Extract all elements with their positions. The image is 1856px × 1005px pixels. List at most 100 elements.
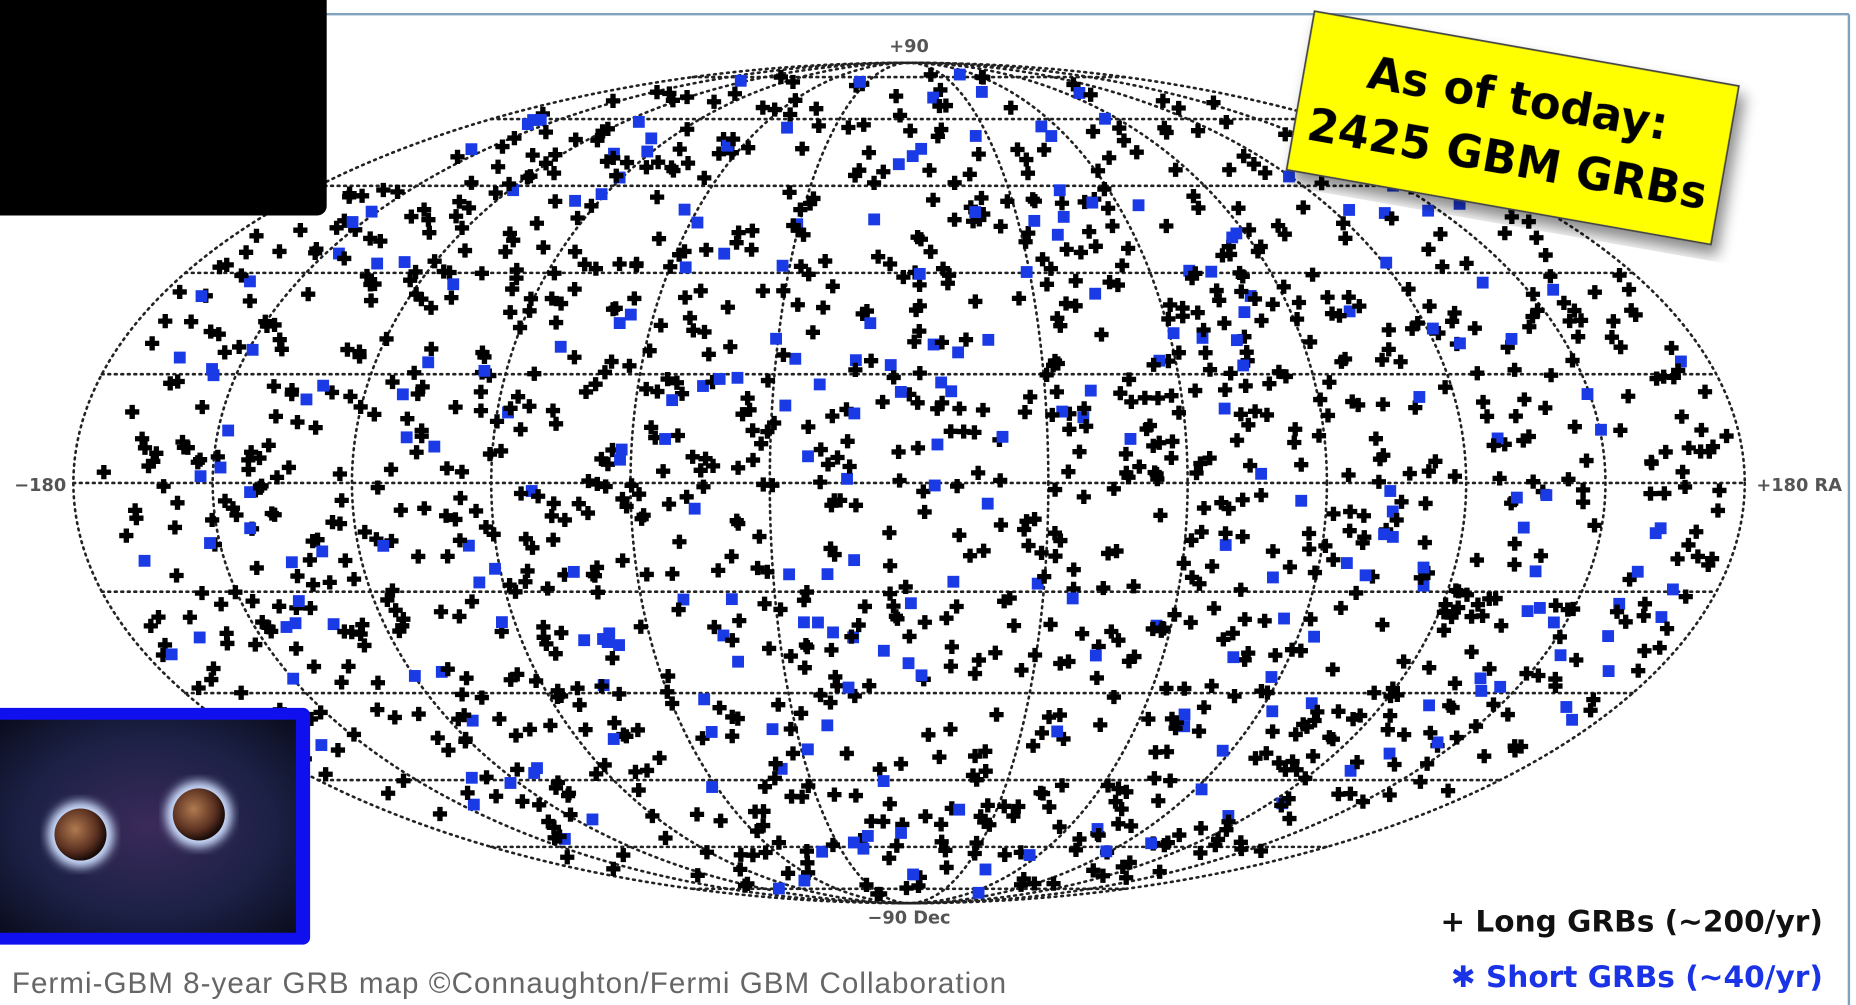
grb-marker	[1176, 556, 1191, 571]
grb-marker	[392, 623, 407, 639]
grb-marker	[369, 532, 384, 547]
short-grb-marker	[1540, 489, 1553, 502]
grb-marker	[971, 465, 986, 480]
grb-marker	[636, 508, 651, 523]
short-grb-marker	[447, 278, 460, 291]
grb-marker	[1301, 526, 1317, 541]
grb-marker	[211, 327, 226, 342]
grb-marker	[1331, 787, 1346, 802]
grb-marker	[284, 387, 299, 402]
grb-marker	[452, 609, 467, 624]
grb-marker	[1494, 618, 1509, 633]
grb-marker	[1153, 508, 1168, 523]
short-grb-marker	[173, 351, 186, 364]
grb-marker	[303, 600, 318, 616]
grb-marker	[158, 314, 173, 329]
grb-marker	[1188, 383, 1203, 398]
grb-marker	[1331, 704, 1346, 719]
grb-marker	[1095, 868, 1111, 883]
grb-marker	[1482, 661, 1497, 676]
short-grb-marker	[534, 113, 547, 126]
grb-marker	[432, 806, 448, 822]
grb-marker	[674, 386, 690, 401]
grb-marker	[1037, 142, 1052, 157]
short-grb-marker	[285, 556, 298, 569]
grb-marker	[1121, 372, 1137, 387]
grb-marker	[1258, 165, 1273, 180]
grb-marker	[1320, 408, 1336, 423]
grb-marker	[762, 641, 777, 656]
grb-marker	[522, 722, 537, 737]
grb-marker	[241, 452, 256, 467]
grb-marker	[322, 575, 337, 590]
grb-marker	[1381, 322, 1396, 337]
short-grb-marker	[1099, 112, 1111, 125]
grb-marker	[444, 290, 459, 305]
grb-marker	[605, 302, 621, 317]
grb-marker	[1102, 275, 1117, 290]
grb-marker	[567, 282, 582, 297]
grb-marker	[448, 512, 463, 527]
short-grb-marker	[554, 340, 567, 353]
grb-marker	[578, 384, 594, 400]
short-grb-marker	[666, 394, 679, 407]
grb-marker	[656, 464, 671, 479]
grb-marker	[943, 424, 958, 439]
grb-marker	[898, 579, 913, 595]
grb-marker	[1664, 340, 1679, 356]
grb-marker	[489, 789, 504, 804]
grb-marker	[1175, 309, 1190, 324]
grb-marker	[313, 705, 328, 720]
short-grb-marker	[721, 139, 734, 152]
short-grb-marker	[1057, 210, 1070, 223]
short-grb-marker	[597, 633, 609, 645]
grb-marker	[840, 434, 855, 449]
grb-marker	[1073, 245, 1089, 260]
grb-marker	[680, 122, 695, 137]
grb-marker	[522, 303, 537, 318]
grb-marker	[771, 835, 786, 850]
grb-marker	[1110, 277, 1125, 293]
grb-marker	[1504, 209, 1519, 224]
grb-marker	[400, 411, 415, 426]
grb-marker	[1164, 388, 1179, 403]
grb-marker	[597, 757, 612, 773]
short-grb-marker	[884, 359, 897, 371]
grb-marker	[882, 586, 898, 601]
grb-marker	[679, 89, 695, 105]
grb-marker	[440, 662, 455, 677]
grb-marker	[1274, 798, 1289, 813]
grb-marker	[370, 702, 385, 717]
grb-marker	[289, 641, 304, 656]
short-grb-marker	[1267, 571, 1279, 584]
grb-marker	[706, 94, 722, 109]
grb-marker	[1202, 451, 1217, 466]
grb-marker	[1548, 671, 1563, 687]
grb-marker	[902, 629, 917, 644]
grb-marker	[1567, 419, 1582, 434]
grb-marker	[661, 497, 677, 512]
grb-marker	[783, 648, 798, 664]
grb-marker	[433, 604, 449, 619]
grb-marker	[1048, 549, 1063, 564]
short-grb-marker	[1226, 231, 1239, 244]
grb-marker	[584, 198, 599, 213]
grb-marker	[206, 661, 221, 676]
grb-marker	[811, 118, 826, 133]
grb-marker	[1021, 226, 1036, 241]
grb-marker	[1237, 612, 1252, 627]
grb-marker	[1486, 438, 1501, 453]
short-grb-marker	[953, 803, 966, 816]
grb-marker	[1062, 422, 1077, 437]
grb-marker	[1613, 423, 1628, 438]
grb-marker	[661, 668, 676, 684]
grb-marker	[1115, 258, 1130, 273]
grb-marker	[974, 190, 989, 206]
grb-marker	[934, 335, 950, 350]
grb-marker	[968, 294, 983, 309]
grb-marker	[665, 696, 680, 711]
grb-marker	[783, 721, 798, 737]
short-grb-marker	[465, 143, 478, 156]
grb-marker	[301, 287, 316, 302]
grb-marker	[934, 834, 949, 849]
